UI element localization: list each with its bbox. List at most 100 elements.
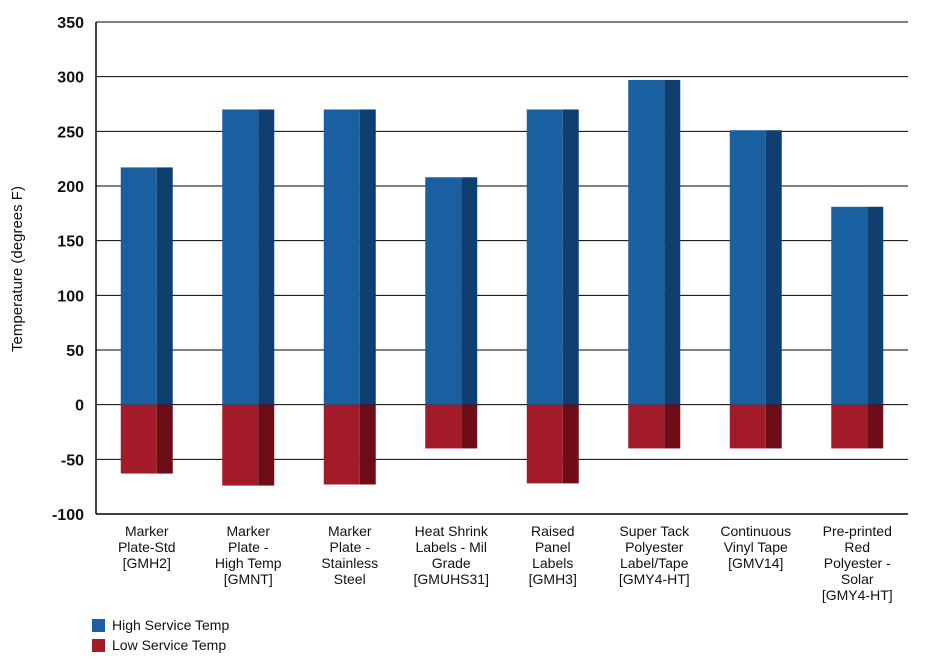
bar-side [359,109,376,405]
y-tick-label: 50 [66,343,84,360]
x-tick-label-line: Raised [531,523,575,539]
bar-front [831,206,868,405]
x-tick-label-line: [GMY4-HT] [822,587,893,603]
legend-swatch [92,618,105,632]
x-tick-label-line: Labels [532,555,573,571]
bar-side [867,404,884,449]
x-tick-label: Continuous Vinyl Tape [GMV14] [720,523,791,571]
x-tick-label-line: Vinyl Tape [724,539,788,555]
bar-low-3 [425,404,478,449]
bar-front [222,109,259,405]
bar-side [461,177,478,405]
bar-front [729,130,766,405]
bar-side [765,404,782,449]
bar-low-7 [831,404,884,449]
bar-front [222,404,259,486]
y-tick-label: 200 [57,179,84,196]
x-tick-label-line: Label/Tape [620,555,689,571]
x-tick-label-line: Super Tack [619,523,690,539]
bar-high-1 [222,109,275,405]
x-tick-label-line: Polyester - [824,555,891,571]
x-tick-label: Raised Panel Labels [GMH3] [529,523,577,587]
bar-side [359,404,376,485]
y-tick-label: 350 [57,15,84,32]
gridlines [96,21,908,460]
x-tick-label-line: Heat Shrink [415,523,489,539]
x-tick-label: Heat Shrink Labels - Mil Grade [GMUHS31] [414,523,489,587]
x-tick-label-line: Plate-Std [118,539,176,555]
bar-front [526,404,563,484]
y-tick-label: 100 [57,288,84,305]
legend-label: High Service Temp [112,617,230,633]
bar-side [562,109,579,405]
bar-low-1 [222,404,275,486]
x-tick-label-line: [GMV14] [728,555,783,571]
legend-item: High Service Temp [92,615,229,635]
bar-low-4 [526,404,579,484]
x-tick-labels: Marker Plate-Std [GMH2]Marker Plate -High T… [118,523,893,603]
axes [95,22,908,515]
bar-front [628,404,665,449]
bar-front [323,404,360,485]
bar-front [425,404,462,449]
x-tick-label-line: Panel [535,539,571,555]
bar-front [729,404,766,449]
x-tick-label-line: Pre-printed [823,523,892,539]
bar-front [323,109,360,405]
x-tick-label-line: Marker [328,523,372,539]
bar-high-4 [526,109,579,405]
bar-side [867,206,884,405]
y-tick-label: 250 [57,124,84,141]
bar-front [526,109,563,405]
bar-side [765,130,782,405]
x-tick-label-line: Marker [226,523,270,539]
bar-high-3 [425,177,478,405]
bar-side [664,404,681,449]
x-tick-label-line: Solar [841,571,874,587]
bar-side [258,109,275,405]
y-tick-label: -50 [61,452,84,469]
bar-side [664,79,681,405]
bar-side [258,404,275,486]
y-tick-label: 0 [75,398,84,415]
x-tick-label-line: [GMH2] [123,555,171,571]
bar-front [628,79,665,405]
bar-side [156,167,173,405]
bar-front [120,404,157,474]
x-tick-label-line: Stainless [321,555,378,571]
bar-low-6 [729,404,782,449]
legend-item: Low Service Temp [92,635,229,655]
bar-high-0 [120,167,173,405]
x-tick-label-line: [GMH3] [529,571,577,587]
x-tick-label-line: Plate - [228,539,269,555]
y-tick-label: 150 [57,234,84,251]
bar-front [120,167,157,405]
x-tick-label: Pre-printed Red Polyester -Solar [GMY4-HT] [822,523,893,603]
y-tick-labels: -100 -50 0 50 100 150 200 250 300 350 [52,15,84,524]
bar-front [831,404,868,449]
x-tick-label-line: Continuous [720,523,791,539]
legend-label: Low Service Temp [112,637,227,653]
bar-side [562,404,579,484]
legend: High Service Temp Low Service Temp [92,615,229,655]
bar-high-7 [831,206,884,405]
bar-front [425,177,462,405]
x-tick-label: Super Tack Polyester Label/Tape [GMY4-HT] [619,523,690,587]
x-tick-label-line: High Temp [215,555,282,571]
y-tick-label: -100 [52,507,84,524]
legend-swatch [92,638,105,652]
x-tick-label-line: Labels - Mil [415,539,487,555]
x-tick-label-line: Steel [334,571,366,587]
x-tick-label-line: Red [844,539,870,555]
bar-high-2 [323,109,376,405]
x-tick-label-line: [GMNT] [224,571,273,587]
bar-high-5 [628,79,681,405]
y-tick-label: 300 [57,70,84,87]
x-tick-label-line: [GMY4-HT] [619,571,690,587]
bar-side [461,404,478,449]
bar-low-0 [120,404,173,474]
x-tick-label-line: Marker [125,523,169,539]
x-tick-label-line: Plate - [330,539,371,555]
bars [120,79,884,486]
